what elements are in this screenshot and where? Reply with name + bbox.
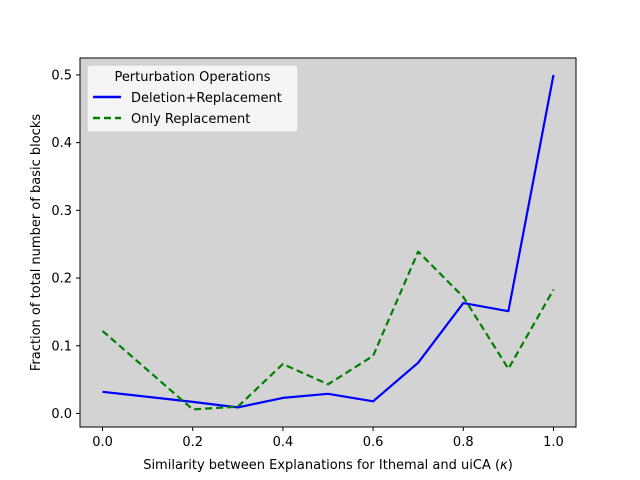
y-axis-label: Fraction of total number of basic blocks — [29, 114, 44, 371]
x-tick-label: 1.0 — [543, 435, 564, 450]
x-tick-label: 0.4 — [273, 435, 294, 450]
plot-frame — [79, 57, 577, 428]
x-axis-label: Similarity between Explanations for Ithe… — [143, 458, 513, 473]
y-tick-label: 0.2 — [51, 272, 72, 287]
legend: Perturbation Operations Deletion+Replace… — [86, 64, 299, 133]
y-tick-label: 0.4 — [51, 136, 72, 151]
y-axis: 0.0 0.1 0.2 0.3 0.4 0.5 — [51, 68, 80, 422]
y-tick-label: 0.5 — [51, 68, 72, 83]
x-tick-label: 0.0 — [92, 435, 113, 450]
y-tick-label: 0.0 — [51, 407, 72, 422]
legend-box — [86, 64, 299, 133]
legend-label-only-replacement: Only Replacement — [131, 112, 250, 127]
series-line-deletion-replacement — [102, 74, 555, 409]
x-tick-label: 0.6 — [363, 435, 384, 450]
legend-label-deletion-replacement: Deletion+Replacement — [131, 91, 282, 106]
x-tick-label: 0.2 — [182, 435, 203, 450]
y-tick-label: 0.3 — [51, 204, 72, 219]
series-line-only-replacement — [101, 250, 555, 411]
x-axis: 0.0 0.2 0.4 0.6 0.8 1.0 — [92, 427, 564, 450]
series-layer — [101, 74, 555, 411]
y-tick-label: 0.1 — [51, 339, 72, 354]
legend-title: Perturbation Operations — [114, 70, 270, 85]
x-tick-label: 0.8 — [453, 435, 474, 450]
